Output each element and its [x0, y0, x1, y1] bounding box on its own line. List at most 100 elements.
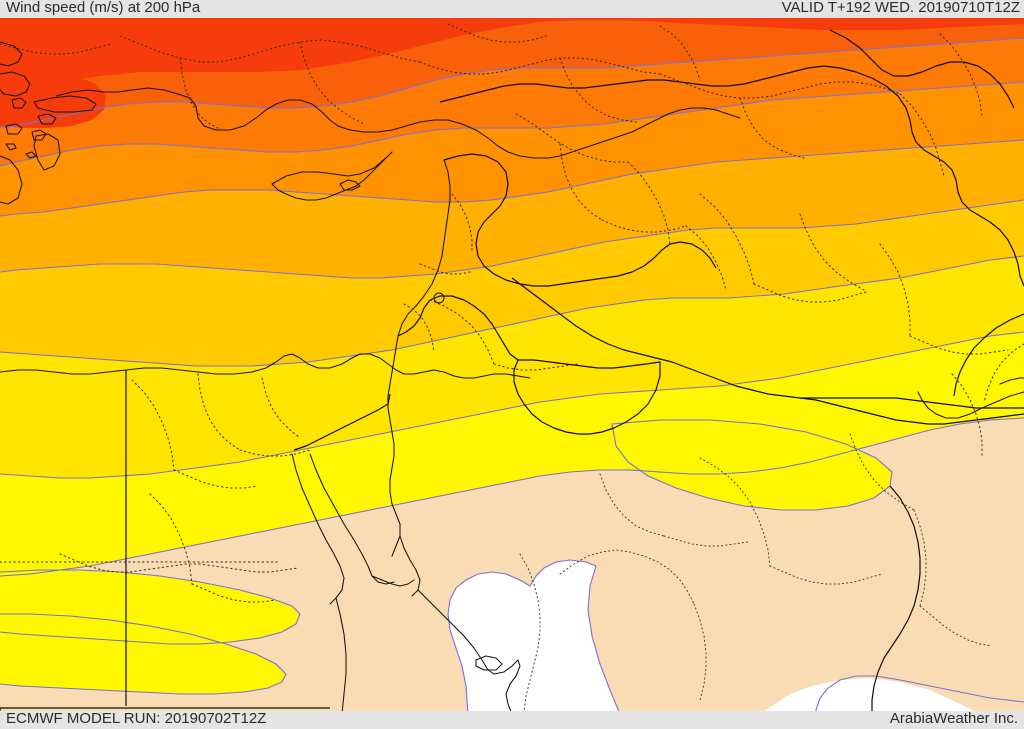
admin-boundary-turkey-8: [899, 93, 945, 177]
admin-boundary-iraq-4: [879, 243, 911, 337]
coastline-greek-southwest: [0, 155, 23, 205]
contour-line-10-sinai-lobe: [0, 613, 287, 695]
coastline-levant: [387, 159, 451, 557]
model-run-label: ECMWF MODEL RUN: 20190702T12Z: [6, 710, 267, 727]
admin-boundary-jordan-1: [429, 299, 495, 365]
valid-time-label: VALID T+192 WED. 20190710T12Z: [781, 0, 1020, 16]
coastline-island-small-1: [5, 143, 17, 151]
admin-boundary-iraq-3: [799, 213, 865, 291]
admin-boundary-turkey-1: [119, 35, 421, 63]
admin-boundary-gulf-2: [983, 343, 1024, 403]
brand-label: ArabiaWeather Inc.: [889, 710, 1018, 727]
coastline-red-sea-west: [335, 597, 347, 714]
border-saudi-iraq: [799, 397, 1024, 425]
admin-boundary-syria-3: [559, 143, 603, 221]
coastline-red-sea-east: [417, 589, 521, 714]
contour-line-3: [0, 139, 1024, 217]
border-egypt-israel: [293, 393, 391, 451]
border-jordan-saudi: [513, 359, 661, 435]
border-iraq-syria-diagonal: [511, 277, 1024, 409]
admin-boundary-iraq-1: [699, 193, 755, 285]
admin-boundary-syria-1: [515, 113, 629, 163]
admin-boundary-egypt-5: [261, 377, 301, 439]
admin-boundary-turkey-6: [559, 57, 637, 123]
admin-boundary-turkey-4: [419, 57, 661, 75]
coastline-sinai-west: [309, 453, 395, 585]
admin-boundary-jordan-2: [493, 363, 579, 371]
admin-boundary-saudi-10: [663, 535, 749, 547]
band-fill-red-orange-patch-west: [0, 72, 106, 128]
band-fill-yellow-lobe-arabia: [612, 420, 892, 510]
admin-boundary-saudi-9: [599, 473, 665, 537]
contour-line-2: [0, 81, 1024, 167]
contour-line-5: [0, 255, 1024, 367]
coastline-gulf-kuwait: [999, 377, 1024, 385]
coastline-sinai-south: [371, 575, 415, 587]
admin-boundary-turkey-5: [659, 73, 901, 99]
border-turkey-north: [829, 29, 1015, 109]
admin-boundary-saudi-7: [913, 509, 927, 607]
admin-boundary-egypt-6: [149, 493, 193, 585]
coastline-cyprus: [271, 151, 393, 201]
contour-line-11-white-pocket: [447, 559, 621, 714]
map-canvas: [0, 14, 1024, 714]
wind-speed-map[interactable]: [0, 14, 1024, 714]
coastline-aegean: [0, 41, 23, 67]
border-israel-jordan: [397, 295, 519, 361]
coastline-farasan: [475, 655, 503, 671]
band-fill-red-orange-highest: [0, 14, 1024, 92]
coastline-cyprus-detail: [339, 179, 361, 191]
contour-line-9-west-lobe: [0, 569, 301, 645]
admin-boundary-turkey-2: [179, 57, 223, 131]
admin-boundary-north-2: [447, 23, 547, 43]
admin-boundary-egypt-7: [191, 583, 277, 603]
admin-boundary-saudi-8: [919, 605, 993, 647]
admin-boundary-saudi-1: [559, 549, 695, 605]
admin-boundary-levant-1: [451, 193, 473, 253]
coastline-crete: [33, 95, 97, 113]
contour-line-12-east-peach: [815, 675, 1024, 714]
admin-boundary-syria-2: [627, 161, 671, 245]
footer-bar: ECMWF MODEL RUN: 20190702T12Z ArabiaWeat…: [0, 710, 1024, 729]
contour-line-6: [0, 331, 1024, 479]
contour-line-4: [0, 199, 1024, 279]
coastline-island-2: [37, 113, 57, 125]
admin-boundary-egypt-3: [197, 373, 241, 451]
coastline-island-1: [11, 97, 27, 109]
border-iran-coast: [953, 313, 1024, 397]
coastline-persian-gulf: [917, 391, 1024, 419]
contour-line-8-arabia-lobe: [611, 419, 893, 511]
admin-boundary-gulf-1: [951, 373, 983, 457]
admin-boundary-saudi-4: [699, 457, 771, 567]
admin-boundary-saudi-6: [849, 433, 915, 511]
admin-boundary-turkey-7: [739, 97, 805, 159]
border-saudi-arabia-east: [871, 485, 921, 714]
coastline-turkey-south: [55, 87, 741, 159]
admin-boundary-israel-1: [403, 303, 435, 353]
admin-boundary-levant-2: [419, 263, 471, 275]
admin-boundary-turkey-9: [939, 33, 983, 117]
page-title: Wind speed (m/s) at 200 hPa: [6, 0, 201, 16]
band-fill-yellow-lobe-sinai: [0, 614, 286, 694]
coastline-island-3: [5, 123, 23, 135]
header-bar: Wind speed (m/s) at 200 hPa VALID T+192 …: [0, 0, 1024, 18]
admin-boundary-iraq-2: [753, 283, 867, 303]
admin-boundary-syria-east: [685, 225, 727, 291]
admin-boundary-egypt-1: [131, 379, 175, 471]
border-egypt-sudan: [0, 707, 330, 714]
admin-boundary-egypt-8: [59, 553, 299, 573]
admin-boundary-saudi-5: [769, 565, 883, 585]
admin-boundary-syria-4: [601, 219, 687, 233]
admin-boundary-egypt-2: [173, 469, 259, 489]
city-marker: [433, 292, 445, 304]
coastline-island-rhodes: [33, 133, 61, 171]
border-turkey-syria-iraq: [439, 65, 1024, 287]
contour-line-7: [0, 417, 1024, 577]
coastline-island-4: [31, 129, 47, 141]
coastline-gulf-of-suez: [291, 453, 345, 605]
admin-boundary-north-1: [0, 43, 113, 55]
admin-boundary-iraq-5: [909, 335, 1009, 355]
contour-line-1: [0, 37, 1024, 129]
coastline-island-small-2: [25, 151, 37, 159]
